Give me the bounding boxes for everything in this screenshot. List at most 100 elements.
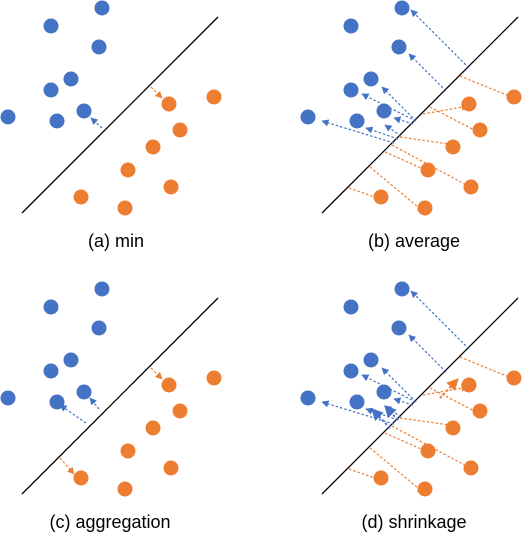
- blue-point: [94, 281, 110, 297]
- average-arrow-orange: [348, 187, 384, 202]
- shrinkage-arrow-blue: [393, 397, 414, 406]
- blue-point: [43, 363, 59, 379]
- orange-point: [172, 403, 188, 419]
- shrinkage-arrow-orange: [422, 384, 469, 396]
- caption-min: (a) min: [88, 231, 144, 251]
- average-arrow-blue: [393, 116, 414, 125]
- blue-point: [394, 281, 410, 297]
- blue-point: [43, 18, 59, 34]
- orange-point: [506, 89, 522, 105]
- shrinkage-arrow-blue: [361, 374, 417, 403]
- shrinkage-arrow-orange: [348, 468, 384, 483]
- blue-point: [394, 0, 410, 16]
- blue-point: [300, 390, 316, 406]
- aggregation-arrow-blue: [59, 404, 87, 424]
- blue-point: [43, 299, 59, 315]
- orange-point: [120, 443, 136, 459]
- caption-average: (b) average: [368, 231, 460, 251]
- blue-point: [376, 103, 392, 119]
- blue-point: [343, 18, 359, 34]
- blue-point: [391, 320, 407, 336]
- orange-point: [117, 481, 133, 497]
- separating-line: [21, 16, 219, 214]
- caption-shrinkage: (d) shrinkage: [361, 512, 466, 532]
- average-arrow-blue: [361, 93, 417, 122]
- orange-point: [163, 460, 179, 476]
- orange-point: [120, 162, 136, 178]
- average-arrow-orange: [384, 151, 431, 173]
- orange-point: [445, 420, 461, 436]
- orange-point: [161, 377, 177, 393]
- orange-point: [506, 370, 522, 386]
- orange-point: [463, 460, 479, 476]
- blue-point: [94, 0, 110, 16]
- blue-point: [363, 71, 379, 87]
- orange-point: [206, 370, 222, 386]
- shrinkage-arrow-orange: [369, 447, 425, 494]
- average-arrow-orange: [391, 144, 473, 189]
- blue-point: [76, 384, 92, 400]
- caption-aggregation: (c) aggregation: [49, 512, 170, 532]
- average-arrow-orange: [459, 75, 515, 99]
- shrinkage-arrow-blue-bold: [384, 405, 399, 421]
- shrinkage-arrow-orange: [459, 356, 515, 380]
- separating-line: [321, 297, 519, 495]
- separating-line: [21, 297, 219, 495]
- orange-point: [161, 96, 177, 112]
- shrinkage-arrow-orange: [429, 387, 481, 415]
- shrinkage-arrow-blue: [408, 334, 447, 373]
- panel-min: [0, 0, 222, 216]
- average-arrow-blue: [321, 119, 395, 144]
- shrinkage-arrow-blue: [410, 290, 470, 350]
- blue-point: [300, 109, 316, 125]
- separating-line: [321, 16, 519, 214]
- orange-point: [117, 200, 133, 216]
- orange-point: [73, 189, 89, 205]
- blue-point: [349, 113, 365, 129]
- orange-point: [145, 139, 161, 155]
- orange-point: [461, 377, 477, 393]
- shrinkage-arrow-blue: [381, 367, 417, 403]
- blue-point: [391, 39, 407, 55]
- orange-point: [73, 470, 89, 486]
- blue-point: [76, 103, 92, 119]
- average-arrow-blue: [381, 86, 417, 122]
- shrinkage-arrow-orange: [399, 417, 457, 429]
- blue-point: [49, 394, 65, 410]
- blue-point: [0, 390, 16, 406]
- orange-point: [206, 89, 222, 105]
- average-arrow-blue: [384, 124, 402, 137]
- blue-point: [363, 352, 379, 368]
- panel-average: [300, 0, 522, 216]
- min-arrow-orange: [150, 86, 163, 99]
- shrinkage-arrow-blue: [321, 400, 395, 425]
- orange-point: [461, 96, 477, 112]
- blue-point: [63, 71, 79, 87]
- average-arrow-orange: [422, 103, 469, 115]
- blue-point: [49, 113, 65, 129]
- aggregation-arrow-orange: [59, 457, 75, 475]
- blue-point: [63, 352, 79, 368]
- aggregation-arrow-orange: [150, 367, 163, 380]
- blue-point: [43, 82, 59, 98]
- orange-point: [172, 122, 188, 138]
- shrinkage-arrow-orange: [384, 432, 431, 454]
- shrinkage-arrow-blue: [365, 407, 399, 421]
- orange-point: [445, 139, 461, 155]
- average-arrow-blue: [365, 126, 399, 140]
- orange-point: [163, 179, 179, 195]
- blue-point: [376, 384, 392, 400]
- aggregation-arrow-blue: [89, 397, 100, 410]
- blue-point: [349, 394, 365, 410]
- panel-aggregation: [0, 281, 222, 497]
- orange-point: [145, 420, 161, 436]
- blue-point: [91, 39, 107, 55]
- average-arrow-orange: [399, 136, 457, 148]
- blue-point: [343, 299, 359, 315]
- average-arrow-blue: [410, 9, 470, 69]
- blue-point: [91, 320, 107, 336]
- shrinkage-arrow-orange: [391, 425, 473, 470]
- min-arrow-blue: [90, 117, 103, 129]
- average-arrow-orange: [369, 166, 425, 213]
